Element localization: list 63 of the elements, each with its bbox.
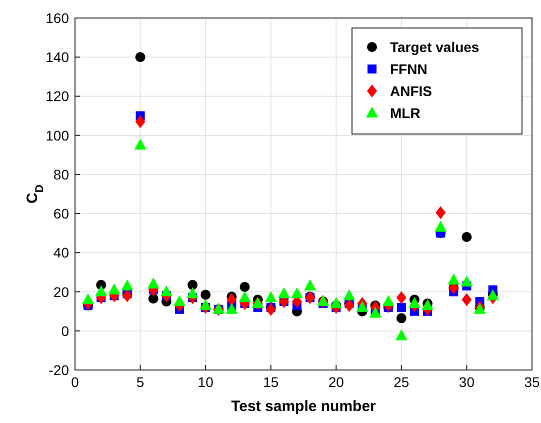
point (186, 287, 199, 298)
point (290, 287, 303, 298)
point (304, 279, 316, 290)
y-tick-label: 160 (46, 10, 70, 26)
point (108, 283, 120, 294)
legend-label: ANFIS (390, 83, 432, 99)
point (436, 206, 446, 220)
point (264, 291, 277, 302)
point (408, 297, 420, 308)
x-tick-label: 25 (394, 374, 410, 390)
point (448, 274, 460, 285)
y-tick-label: 80 (53, 166, 70, 182)
point (226, 302, 238, 314)
point (462, 293, 472, 306)
point (396, 291, 406, 304)
point (188, 280, 198, 290)
x-tick-label: 0 (71, 374, 80, 390)
point (266, 302, 276, 316)
point (135, 52, 146, 62)
point (278, 287, 290, 298)
point (82, 293, 94, 304)
point (135, 115, 146, 128)
x-tick-label: 35 (524, 374, 540, 390)
point (396, 313, 406, 324)
point (330, 297, 342, 308)
point (200, 298, 212, 310)
point (200, 290, 211, 300)
point (148, 294, 158, 304)
y-tick-label: 20 (53, 284, 70, 300)
y-tick-label: 120 (46, 88, 70, 104)
point (226, 293, 237, 306)
point (173, 295, 186, 306)
legend-label: MLR (390, 105, 420, 121)
y-tick-label: 60 (53, 206, 70, 222)
point (344, 298, 354, 312)
x-tick-label: 30 (458, 374, 475, 390)
x-tick-label: 20 (328, 374, 344, 390)
point (147, 277, 160, 288)
point (240, 282, 250, 292)
point (462, 232, 472, 242)
point (122, 289, 132, 302)
point (134, 138, 146, 150)
legend-label: Target values (390, 39, 480, 55)
point (121, 279, 134, 290)
point (382, 295, 394, 306)
x-axis-title: Test sample number (231, 398, 376, 415)
x-tick-label: 15 (263, 374, 279, 390)
y-tick-label: 0 (61, 322, 70, 339)
y-tick-label: -20 (48, 362, 70, 378)
y-tick-label: 40 (53, 244, 70, 261)
x-tick-label: 10 (198, 374, 214, 390)
y-tick-label: 100 (46, 127, 70, 144)
point (396, 302, 406, 312)
point (95, 285, 108, 296)
y-tick-label: 140 (46, 49, 70, 66)
x-tick-label: 5 (136, 374, 144, 390)
point (238, 291, 251, 302)
point (395, 329, 408, 340)
point (160, 285, 172, 296)
point (343, 289, 356, 300)
point (434, 220, 447, 232)
legend-label: FFNN (390, 61, 428, 77)
point (460, 276, 473, 286)
